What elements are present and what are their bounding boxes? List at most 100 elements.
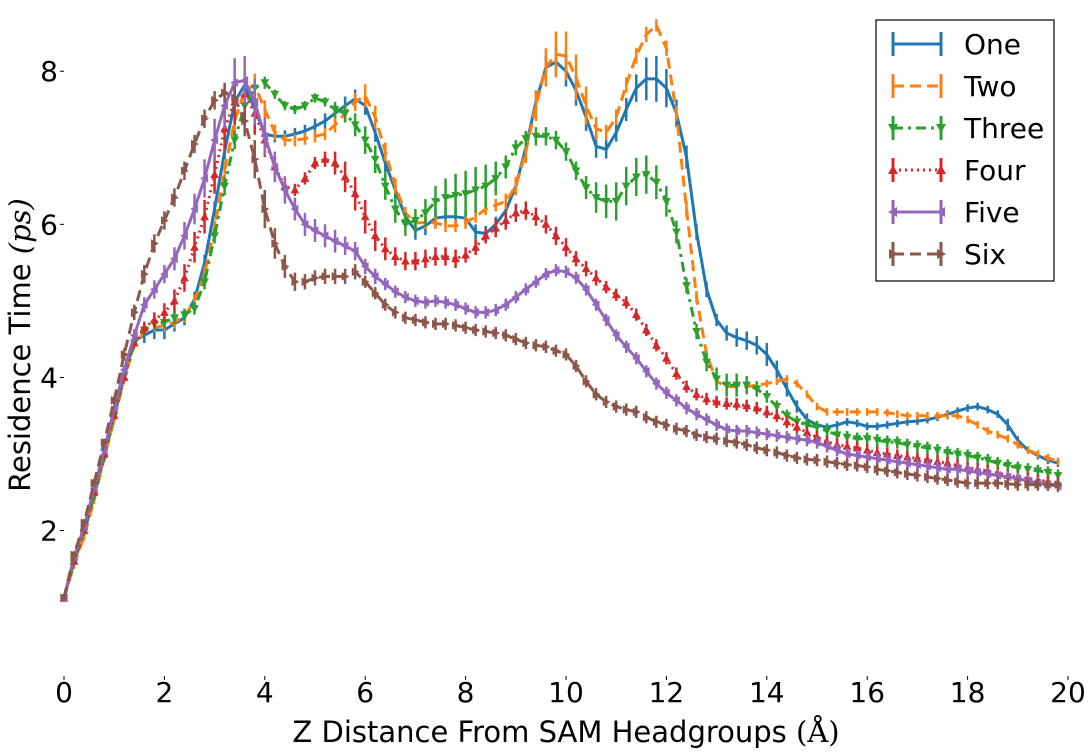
data-point (442, 319, 451, 329)
data-point (310, 226, 319, 235)
x-tick-label-9: 18 (950, 676, 986, 709)
data-point (511, 292, 520, 302)
data-point (159, 307, 169, 316)
data-point (621, 297, 631, 306)
data-point (270, 90, 280, 99)
data-point (963, 466, 972, 476)
data-point (200, 212, 210, 221)
data-point (551, 136, 561, 145)
data-point (160, 216, 169, 225)
data-point (1013, 464, 1023, 473)
data-point (932, 463, 941, 473)
data-point (702, 358, 712, 367)
legend-label-three: Three (963, 112, 1044, 145)
x-tick-label-1: 2 (155, 676, 173, 709)
series-layer (59, 19, 1063, 603)
data-point (70, 550, 79, 560)
data-point (451, 300, 460, 310)
data-point (983, 456, 993, 465)
data-point (922, 444, 932, 453)
data-point (651, 379, 660, 389)
data-point (591, 273, 601, 282)
x-tick-label-6: 12 (649, 676, 685, 709)
data-point (220, 182, 230, 191)
data-point (922, 461, 931, 471)
data-point (752, 385, 762, 394)
data-point (431, 197, 440, 206)
data-point (472, 325, 481, 335)
data-point (551, 265, 560, 275)
data-point (371, 288, 380, 298)
data-point (782, 417, 792, 426)
data-point (832, 445, 841, 455)
data-point (241, 116, 250, 126)
data-point (1034, 480, 1043, 490)
data-point (712, 397, 722, 406)
data-point (400, 292, 409, 302)
data-point (773, 448, 782, 457)
data-point (853, 461, 862, 470)
data-point (963, 452, 973, 461)
data-point (702, 394, 712, 403)
x-tick-label-4: 8 (457, 676, 475, 709)
data-point (923, 472, 932, 482)
data-point (501, 215, 511, 224)
data-point (902, 441, 912, 450)
data-point (912, 442, 922, 451)
data-point (581, 264, 591, 273)
data-point (281, 261, 290, 271)
data-point (551, 231, 561, 240)
data-point (703, 432, 712, 442)
data-point (230, 78, 239, 88)
data-point (651, 178, 661, 187)
data-point (271, 239, 280, 248)
data-point (591, 300, 600, 310)
data-point (451, 254, 461, 263)
data-point (813, 455, 822, 465)
data-point (351, 267, 360, 277)
data-point (1043, 468, 1053, 477)
data-point (892, 439, 902, 448)
data-point (301, 277, 310, 287)
data-point (431, 251, 440, 260)
data-point (430, 296, 439, 306)
data-point (973, 454, 983, 463)
data-point (612, 402, 621, 411)
series-line-six (62, 91, 1058, 599)
data-point (893, 467, 902, 477)
data-point (692, 328, 701, 337)
data-point (712, 420, 721, 430)
data-point (944, 475, 953, 485)
data-point (452, 320, 461, 330)
x-tick-label-8: 16 (849, 676, 885, 709)
data-point (621, 182, 631, 191)
data-point (933, 446, 942, 455)
data-point (661, 197, 671, 206)
data-point (571, 167, 581, 176)
data-point (191, 139, 200, 149)
data-point (1024, 480, 1033, 490)
data-point (802, 435, 811, 445)
data-point (420, 254, 430, 263)
data-point (631, 310, 641, 319)
data-point (942, 464, 951, 474)
data-point (803, 454, 812, 464)
data-point (221, 88, 230, 98)
data-point (139, 300, 148, 310)
data-point (823, 457, 832, 467)
data-point (491, 305, 500, 315)
legend-label-one: One (964, 28, 1021, 61)
data-point (290, 204, 299, 214)
data-point (511, 208, 521, 217)
data-point (641, 171, 651, 180)
data-point (822, 441, 831, 451)
data-point (140, 269, 149, 279)
data-point (300, 219, 309, 229)
data-point (522, 338, 531, 348)
data-point (812, 438, 821, 447)
data-point (400, 256, 410, 265)
data-point (601, 315, 610, 325)
data-point (661, 353, 671, 362)
y-tick-label-2: 6 (40, 208, 58, 241)
data-point (451, 191, 461, 200)
